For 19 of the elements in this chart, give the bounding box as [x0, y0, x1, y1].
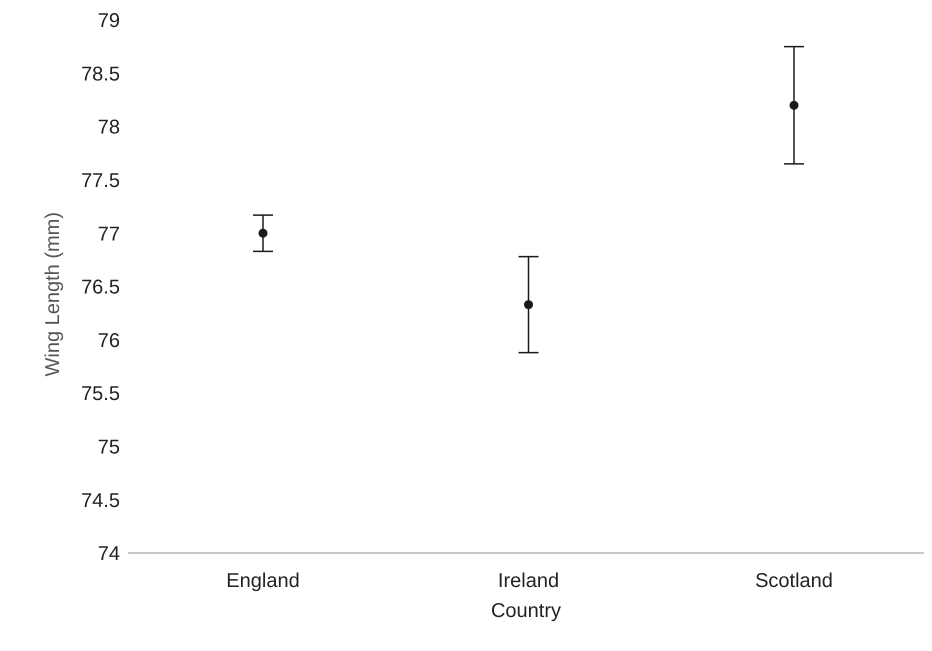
y-tick-label: 79 [98, 10, 120, 32]
x-tick-label: Scotland [755, 570, 833, 592]
x-tick-label: England [226, 570, 300, 592]
y-tick-label: 75.5 [81, 383, 120, 406]
y-axis-title: Wing Length (mm) [42, 212, 64, 376]
y-tick-label: 74.5 [81, 490, 120, 512]
y-tick-label: 77 [98, 223, 120, 246]
x-axis-title: Country [490, 600, 562, 622]
y-tick-label: 76 [98, 330, 120, 352]
y-tick-label: 75 [98, 436, 120, 458]
y-tick-label: 74 [98, 543, 120, 566]
x-tick-label: Ireland [498, 570, 560, 592]
point [524, 300, 534, 310]
y-tick-label: 78 [98, 116, 120, 139]
point [258, 228, 268, 238]
y-tick-label: 78.5 [81, 63, 120, 86]
point [789, 100, 799, 110]
y-tick-label: 76.5 [81, 276, 120, 299]
y-tick-label: 77.5 [81, 170, 120, 192]
